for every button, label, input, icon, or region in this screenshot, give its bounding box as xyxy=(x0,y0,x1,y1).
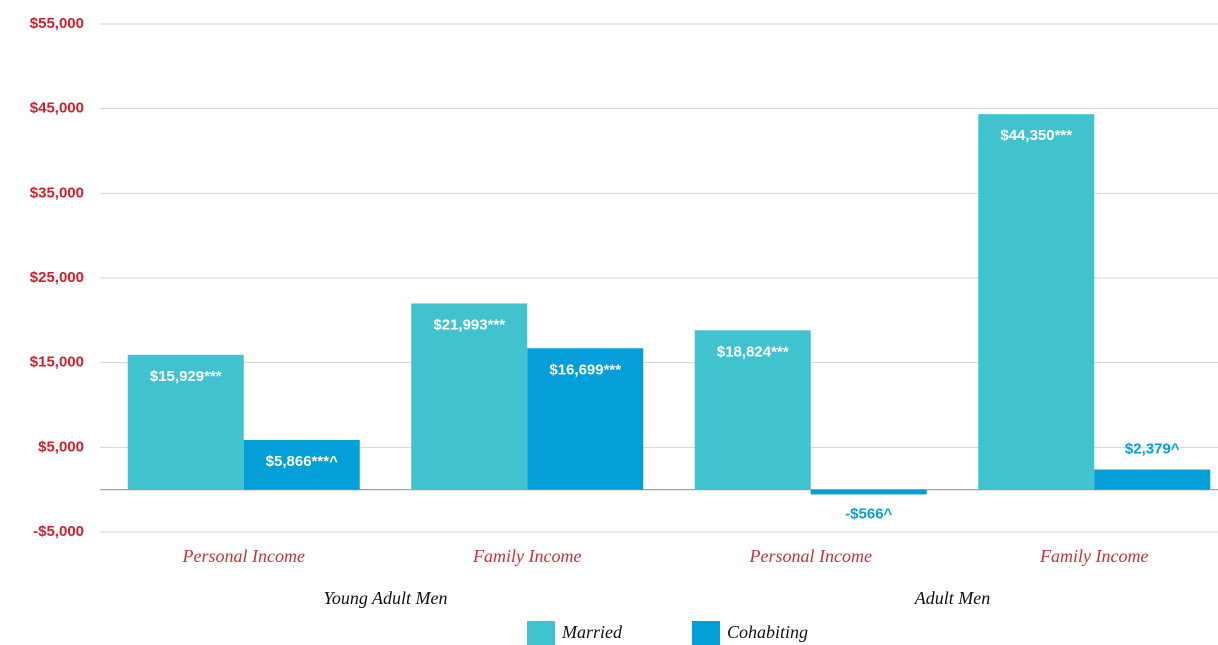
y-tick-label: -$5,000 xyxy=(33,523,84,540)
bar xyxy=(1094,469,1211,490)
y-tick-label: $15,000 xyxy=(30,354,84,371)
bar xyxy=(527,348,644,490)
legend-swatch xyxy=(692,621,720,645)
x-tick-label: Family Income xyxy=(1039,546,1148,566)
value-label: -$566^ xyxy=(845,505,892,522)
bar xyxy=(411,303,528,490)
bar xyxy=(810,489,927,495)
group-label: Young Adult Men xyxy=(323,588,447,608)
value-label: $2,379^ xyxy=(1125,440,1180,457)
bar xyxy=(243,440,360,490)
value-label: $21,993*** xyxy=(433,316,505,333)
y-tick-label: $25,000 xyxy=(30,269,84,286)
legend-label: Cohabiting xyxy=(727,622,808,642)
y-tick-label: $55,000 xyxy=(30,15,84,32)
value-label: $16,699*** xyxy=(549,361,621,378)
bar xyxy=(127,354,244,490)
y-tick-label: $45,000 xyxy=(30,100,84,117)
x-tick-label: Personal Income xyxy=(182,546,305,566)
group-label: Adult Men xyxy=(914,588,990,608)
bar xyxy=(978,114,1095,490)
value-label: $5,866***^ xyxy=(266,453,338,470)
y-tick-label: $5,000 xyxy=(38,438,84,455)
value-label: $15,929*** xyxy=(150,368,222,385)
value-label: $44,350*** xyxy=(1000,127,1072,144)
legend-label: Married xyxy=(561,622,623,642)
value-label: $18,824*** xyxy=(717,343,789,360)
x-tick-label: Personal Income xyxy=(749,546,872,566)
legend-swatch xyxy=(527,621,555,645)
x-tick-label: Family Income xyxy=(472,546,581,566)
bar xyxy=(694,330,811,490)
y-tick-label: $35,000 xyxy=(30,184,84,201)
